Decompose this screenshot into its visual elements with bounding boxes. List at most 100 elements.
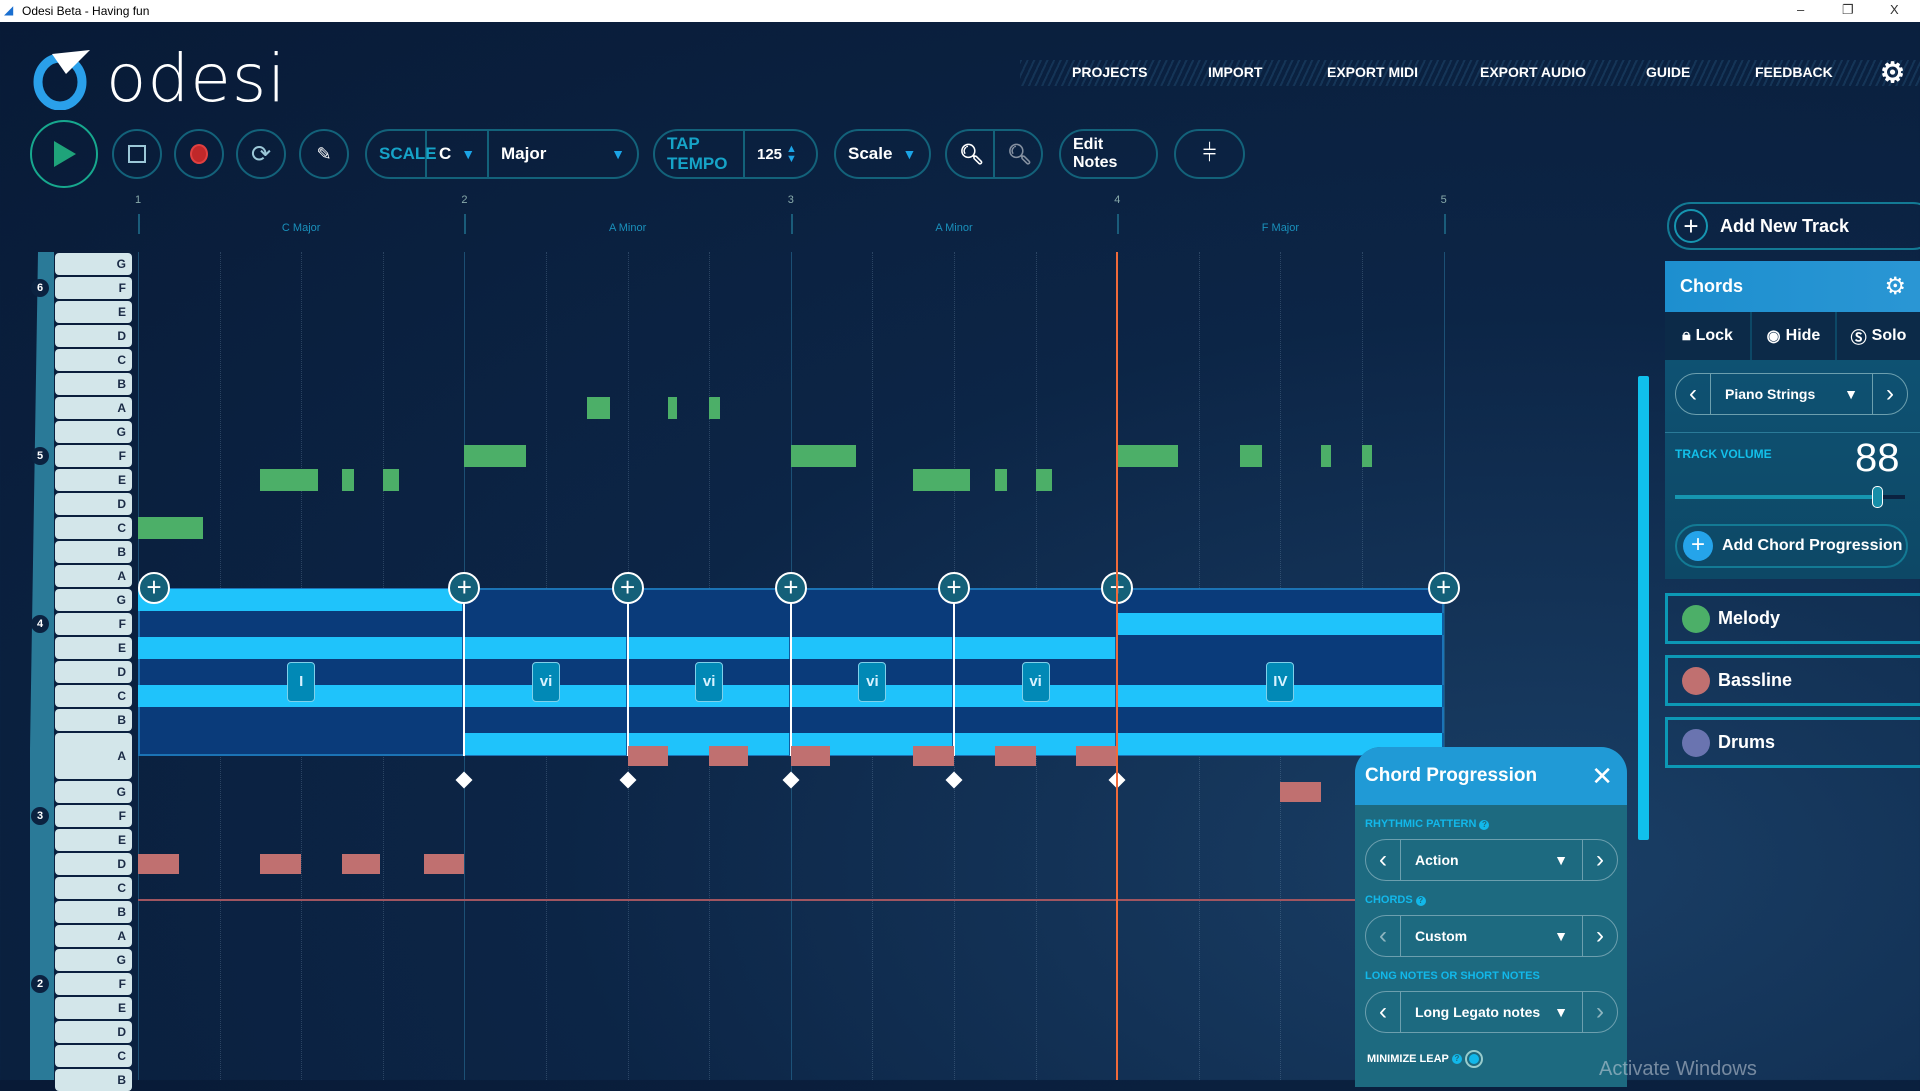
- vertical-scrollbar[interactable]: [1638, 376, 1649, 840]
- chord-note[interactable]: [464, 733, 628, 755]
- bass-note[interactable]: [138, 854, 179, 874]
- chord-resize-handle[interactable]: [945, 771, 963, 789]
- melody-note[interactable]: [1117, 445, 1178, 467]
- add-chord-icon[interactable]: +: [138, 572, 170, 604]
- chord-note[interactable]: [138, 637, 465, 659]
- rhythmic-pattern-dropdown[interactable]: Action ▼: [1400, 840, 1583, 880]
- melody-note[interactable]: [709, 397, 720, 419]
- hide-button[interactable]: ◉ Hide: [1752, 312, 1835, 360]
- add-chord-icon[interactable]: +: [448, 572, 481, 604]
- melody-note[interactable]: [1321, 445, 1331, 467]
- chevron-right-icon[interactable]: ›: [1596, 846, 1604, 873]
- add-chord-icon[interactable]: +: [611, 572, 644, 604]
- bass-note[interactable]: [994, 746, 1036, 766]
- add-new-track-button[interactable]: + Add New Track: [1667, 202, 1920, 250]
- chord-note[interactable]: [1117, 733, 1444, 755]
- melody-note[interactable]: [668, 397, 677, 419]
- chevron-right-icon[interactable]: ›: [1596, 998, 1604, 1025]
- help-icon[interactable]: ?: [1479, 820, 1490, 830]
- chord-divider[interactable]: [626, 588, 629, 756]
- chord-symbol[interactable]: vi: [1021, 662, 1050, 702]
- piano-key[interactable]: C: [55, 517, 132, 539]
- chord-note[interactable]: [790, 637, 954, 659]
- melody-note[interactable]: [790, 445, 857, 467]
- pencil-button[interactable]: ✎: [299, 129, 349, 179]
- chord-symbol[interactable]: vi: [695, 662, 724, 702]
- record-button[interactable]: [174, 129, 224, 179]
- play-button[interactable]: [30, 120, 98, 188]
- piano-key[interactable]: B: [55, 901, 132, 923]
- zoom-out-button[interactable]: 🔍︎: [947, 131, 995, 177]
- piano-key[interactable]: F: [55, 613, 132, 635]
- piano-key[interactable]: D: [55, 325, 132, 347]
- bass-note[interactable]: [1280, 782, 1322, 802]
- piano-key[interactable]: C: [55, 349, 132, 371]
- melody-note[interactable]: [342, 469, 355, 491]
- chord-resize-handle[interactable]: [455, 771, 473, 789]
- zoom-in-button[interactable]: 🔍︎: [995, 131, 1043, 177]
- loop-button[interactable]: ⟳: [236, 129, 286, 179]
- add-chord-icon[interactable]: +: [938, 572, 970, 604]
- chord-note[interactable]: [954, 637, 1118, 659]
- chevron-left-icon[interactable]: ‹: [1379, 998, 1387, 1025]
- chords-selector[interactable]: ‹ Custom ▼ ›: [1365, 915, 1618, 957]
- tempo-input[interactable]: 125 ▲ ▼: [745, 131, 816, 177]
- nav-guide[interactable]: GUIDE: [1646, 64, 1691, 80]
- notes-length-selector[interactable]: ‹ Long Legato notes ▼ ›: [1365, 991, 1618, 1033]
- bass-note[interactable]: [627, 746, 669, 766]
- add-chord-icon[interactable]: +: [774, 572, 807, 604]
- track-melody[interactable]: Melody: [1665, 593, 1920, 644]
- chord-note[interactable]: [464, 637, 628, 659]
- chevron-right-icon[interactable]: ›: [1886, 380, 1894, 407]
- chord-note[interactable]: [627, 637, 791, 659]
- piano-key[interactable]: B: [55, 541, 132, 563]
- piano-key[interactable]: G: [55, 589, 132, 611]
- piano-key[interactable]: G: [55, 421, 132, 443]
- mixer-button[interactable]: ⫩: [1174, 129, 1245, 179]
- melody-note[interactable]: [464, 445, 526, 467]
- melody-note[interactable]: [913, 469, 971, 491]
- piano-key[interactable]: C: [55, 685, 132, 707]
- chord-divider[interactable]: [789, 588, 792, 756]
- chords-track-header[interactable]: Chords ⚙: [1665, 261, 1920, 312]
- chevron-left-icon[interactable]: ‹: [1689, 380, 1697, 407]
- melody-note[interactable]: [1035, 469, 1052, 491]
- piano-key[interactable]: A: [55, 565, 132, 587]
- tempo-stepper-icon[interactable]: ▲ ▼: [786, 143, 797, 165]
- chevron-right-icon[interactable]: ›: [1596, 922, 1604, 949]
- piano-key[interactable]: A: [55, 397, 132, 419]
- instrument-selector[interactable]: ‹ Piano Strings ▼ ›: [1675, 373, 1908, 415]
- edit-notes-button[interactable]: Edit Notes: [1059, 129, 1158, 179]
- piano-key[interactable]: D: [55, 853, 132, 875]
- track-settings-gear-icon[interactable]: ⚙: [1884, 273, 1906, 300]
- track-drums[interactable]: Drums: [1665, 717, 1920, 768]
- bass-note[interactable]: [260, 854, 302, 874]
- piano-key[interactable]: C: [55, 877, 132, 899]
- chord-note[interactable]: [138, 589, 465, 611]
- close-window-button[interactable]: X: [1890, 2, 1899, 17]
- melody-note[interactable]: [994, 469, 1008, 491]
- chord-note[interactable]: [1117, 613, 1444, 635]
- piano-key[interactable]: D: [55, 1021, 132, 1043]
- piano-key[interactable]: F: [55, 805, 132, 827]
- piano-key[interactable]: G: [55, 949, 132, 971]
- melody-note[interactable]: [260, 469, 318, 491]
- piano-key[interactable]: E: [55, 301, 132, 323]
- chord-symbol[interactable]: vi: [532, 662, 560, 702]
- piano-key[interactable]: E: [55, 637, 132, 659]
- minimize-button[interactable]: –: [1797, 2, 1805, 17]
- piano-key[interactable]: G: [55, 781, 132, 803]
- chord-resize-handle[interactable]: [619, 771, 637, 789]
- help-icon[interactable]: ?: [1415, 896, 1426, 906]
- add-chord-icon[interactable]: +: [1427, 572, 1460, 604]
- instrument-dropdown[interactable]: Piano Strings ▼: [1710, 374, 1873, 414]
- volume-slider-handle[interactable]: [1872, 486, 1884, 508]
- stop-button[interactable]: [112, 129, 162, 179]
- melody-note[interactable]: [586, 397, 610, 419]
- restore-button[interactable]: ❐: [1842, 2, 1854, 17]
- nav-export-midi[interactable]: EXPORT MIDI: [1327, 64, 1419, 80]
- piano-key[interactable]: C: [55, 1045, 132, 1067]
- piano-key[interactable]: E: [55, 469, 132, 491]
- piano-key[interactable]: E: [55, 829, 132, 851]
- add-chord-progression-button[interactable]: + Add Chord Progression: [1675, 524, 1908, 568]
